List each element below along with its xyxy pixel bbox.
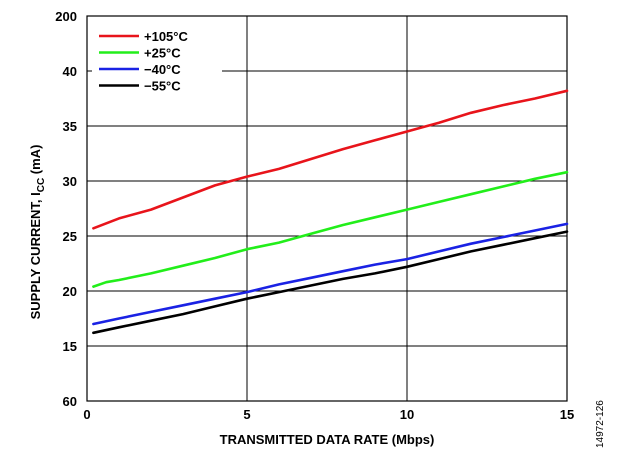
grid bbox=[86, 15, 568, 402]
legend-label: −55°C bbox=[144, 79, 181, 94]
y-tick-label: 60 bbox=[63, 394, 77, 409]
series-line-105c bbox=[92, 89, 569, 230]
y-tick-label: 25 bbox=[63, 229, 77, 244]
y-tick-label: 200 bbox=[55, 9, 77, 24]
plot-series bbox=[92, 89, 569, 335]
legend-label: −40°C bbox=[144, 62, 181, 77]
legend: +105°C +25°C−40°C −55°C bbox=[92, 24, 222, 96]
legend-label: +105°C bbox=[144, 29, 188, 44]
legend-label: +25°C bbox=[144, 46, 181, 61]
y-tick-label: 40 bbox=[63, 64, 77, 79]
y-tick-label: 20 bbox=[63, 284, 77, 299]
series-line-40c bbox=[92, 222, 569, 326]
x-tick-label: 10 bbox=[400, 407, 414, 422]
series-line-25c bbox=[92, 170, 569, 288]
plot-frame bbox=[86, 15, 568, 402]
x-tick-label: 0 bbox=[83, 407, 90, 422]
y-tick-label: 15 bbox=[63, 339, 77, 354]
tick-labels: 200 40 35 30 25 20 15 60 0 5 10 15 bbox=[55, 9, 574, 422]
y-tick-label: 35 bbox=[63, 119, 77, 134]
x-tick-label: 5 bbox=[243, 407, 250, 422]
y-axis-label-subscript: CC bbox=[36, 178, 47, 192]
y-tick-label: 30 bbox=[63, 174, 77, 189]
series-line-55c bbox=[92, 230, 569, 335]
x-tick-label: 15 bbox=[560, 407, 574, 422]
y-axis-label: SUPPLY CURRENT, ICC (mA) bbox=[28, 145, 47, 320]
y-axis-label-main: SUPPLY CURRENT, I bbox=[28, 192, 43, 319]
figure-id: 14972-126 bbox=[595, 400, 606, 448]
y-axis-label-unit: (mA) bbox=[28, 145, 43, 178]
x-axis-label: TRANSMITTED DATA RATE (Mbps) bbox=[220, 432, 435, 447]
